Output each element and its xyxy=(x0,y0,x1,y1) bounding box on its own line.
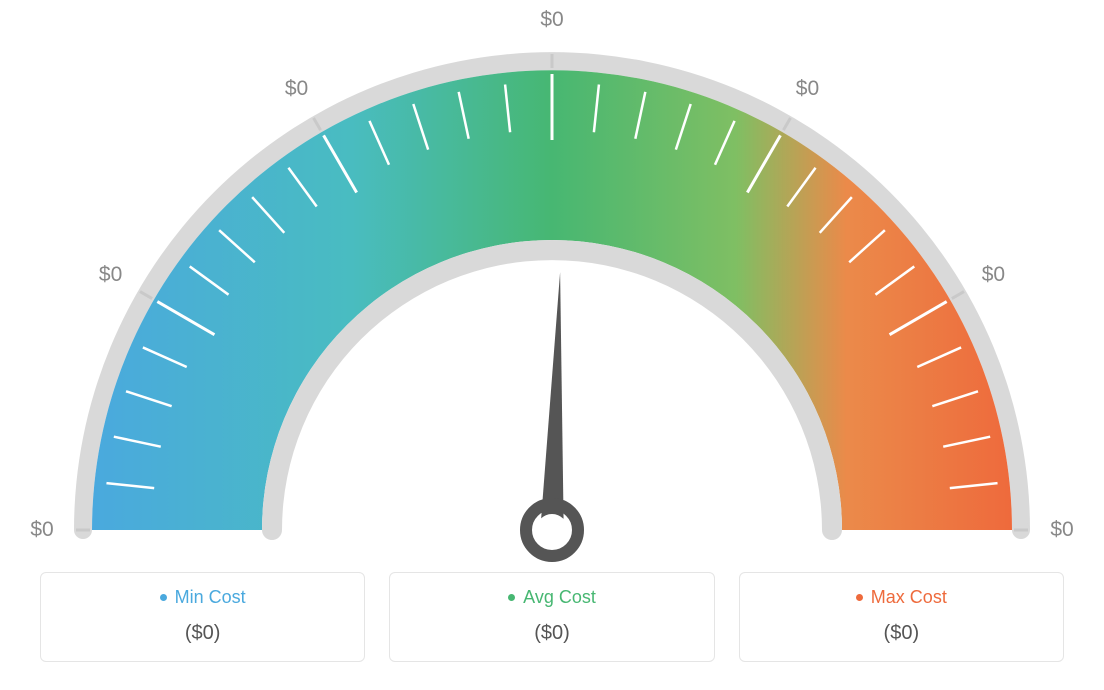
legend-card-avg: Avg Cost ($0) xyxy=(389,572,714,662)
legend-title-min: Min Cost xyxy=(160,587,246,608)
legend-title-text: Max Cost xyxy=(871,587,947,608)
gauge-area: $0 $0 $0 $0 $0 $0 $0 xyxy=(0,10,1104,570)
legend-value-max: ($0) xyxy=(740,622,1063,645)
legend-title-max: Max Cost xyxy=(856,587,947,608)
gauge-tick-label: $0 xyxy=(982,263,1005,287)
gauge-tick-label: $0 xyxy=(285,77,308,101)
legend-title-avg: Avg Cost xyxy=(508,587,596,608)
cost-gauge-widget: $0 $0 $0 $0 $0 $0 $0 Min Cost ($0) Avg Cost ($… xyxy=(0,0,1104,690)
legend-title-text: Min Cost xyxy=(175,587,246,608)
gauge-tick-label: $0 xyxy=(1050,518,1073,542)
legend-row: Min Cost ($0) Avg Cost ($0) Max Cost ($0… xyxy=(40,572,1064,662)
legend-card-max: Max Cost ($0) xyxy=(739,572,1064,662)
gauge-tick-label: $0 xyxy=(540,8,563,32)
legend-value-avg: ($0) xyxy=(390,622,713,645)
gauge-svg xyxy=(0,10,1104,570)
legend-dot-icon xyxy=(508,594,515,601)
gauge-tick-label: $0 xyxy=(30,518,53,542)
legend-dot-icon xyxy=(856,594,863,601)
legend-value-min: ($0) xyxy=(41,622,364,645)
legend-card-min: Min Cost ($0) xyxy=(40,572,365,662)
gauge-tick-label: $0 xyxy=(99,263,122,287)
legend-dot-icon xyxy=(160,594,167,601)
gauge-tick-label: $0 xyxy=(796,77,819,101)
legend-title-text: Avg Cost xyxy=(523,587,596,608)
